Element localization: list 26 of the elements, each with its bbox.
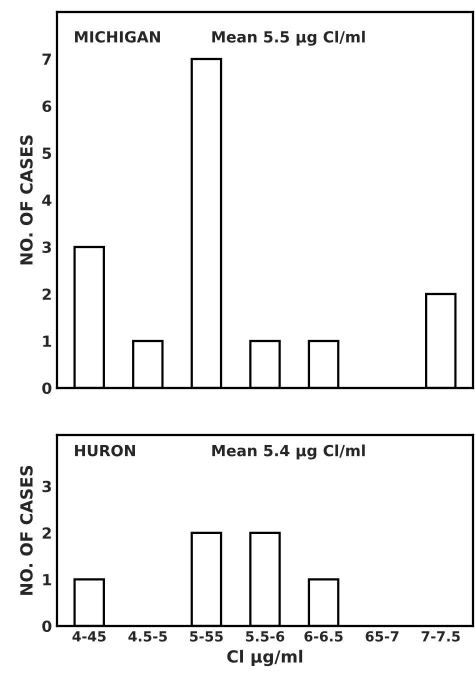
annotation: Mean 5.5 μg Cl/ml	[212, 30, 365, 46]
y-tick-label: 4	[42, 194, 52, 206]
x-tick-label: 4.5-5	[128, 631, 167, 642]
y-tick-label: 2	[42, 527, 51, 539]
y-tick-label: 3	[42, 480, 51, 492]
y-axis-title: NO. OF CASES	[20, 466, 33, 595]
x-tick-label: 7-7.5	[422, 631, 460, 642]
y-tick-label: 6	[42, 100, 52, 112]
y-tick-label: 1	[43, 574, 52, 586]
x-tick-label: 5-55	[190, 631, 223, 642]
y-tick-label: 0	[42, 620, 52, 632]
y-tick-label: 5	[42, 148, 52, 160]
y-tick-label: 1	[43, 336, 52, 347]
annotation: Mean 5.4 μg Cl/ml	[212, 444, 365, 460]
text: HURON	[75, 444, 135, 456]
y-tick-label: 2	[42, 288, 51, 300]
x-axis-title: Cl μg/ml	[227, 650, 302, 666]
x-tick-label: 65-7	[366, 631, 398, 642]
y-tick-label: 3	[42, 241, 51, 254]
x-tick-label: 6-6.5	[304, 631, 343, 642]
text: MICHIGAN	[75, 31, 160, 43]
x-tick-label: 4-45	[72, 631, 106, 642]
y-tick-label: 7	[42, 54, 51, 65]
y-tick-label: 0	[42, 382, 52, 394]
y-axis-title: NO. OF CASES	[20, 135, 33, 264]
x-tick-label: 5.5-6	[246, 631, 284, 642]
